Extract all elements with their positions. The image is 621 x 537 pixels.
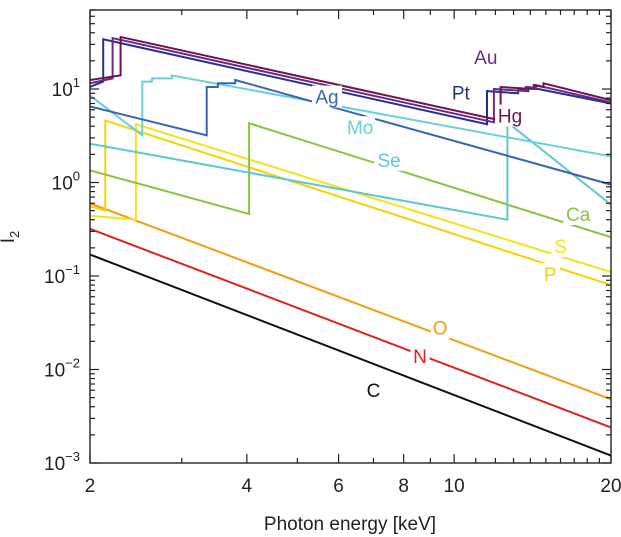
y-tick-label: 100: [52, 169, 80, 195]
y-tick-label: 10−1: [44, 262, 80, 288]
x-tick-label: 6: [333, 476, 344, 497]
series-label-mo: Mo: [347, 118, 373, 139]
series-label-bg-hg: [495, 104, 526, 127]
series-label-bg-se: [374, 148, 405, 171]
x-tick-label: 2: [85, 476, 96, 497]
x-axis-title: Photon energy [keV]: [264, 514, 436, 535]
svg-text:I2: I2: [0, 231, 22, 244]
series-label-bg-p: [540, 263, 560, 286]
y-axis-title-main: I: [0, 238, 19, 243]
series-label-n: N: [413, 347, 427, 368]
series-label-bg-ag: [311, 85, 342, 108]
series-label-bg-mo: [345, 116, 376, 139]
x-tick-label: 4: [242, 476, 253, 497]
x-tick-label: 10: [444, 476, 465, 497]
series-label-s: S: [554, 237, 567, 258]
series-line-c: [90, 253, 611, 457]
y-axis-title-subscript: 2: [7, 231, 22, 238]
series-line-mo: [90, 74, 611, 158]
series-label-bg-o: [430, 316, 450, 339]
y-tick-label: 101: [52, 75, 80, 101]
series-label-ca: Ca: [566, 205, 591, 226]
series-line-o: [90, 202, 611, 401]
y-tick-label: 10−2: [44, 356, 80, 382]
series-label-pt: Pt: [452, 83, 471, 104]
series-label-bg-n: [410, 344, 430, 367]
series-label-o: O: [433, 319, 448, 340]
x-tick-label: 8: [398, 476, 409, 497]
series-line-au: [90, 36, 611, 124]
series-line-hg: [90, 35, 611, 122]
series-layer: [90, 35, 611, 457]
series-label-p: P: [544, 265, 557, 286]
series-line-s: [90, 122, 611, 274]
plot-frame: [89, 9, 612, 464]
x-tick-label: 20: [600, 476, 621, 497]
y-tick-label: 10−3: [44, 449, 80, 475]
series-label-bg-pt: [445, 81, 476, 104]
y-axis-title: I2: [0, 231, 22, 244]
series-line-p: [90, 119, 611, 287]
series-line-ag: [90, 78, 611, 186]
series-line-ca: [90, 121, 611, 239]
series-label-bg-c: [363, 379, 383, 402]
series-line-se: [90, 120, 611, 221]
series-label-c: C: [367, 381, 381, 402]
series-label-se: Se: [377, 151, 400, 172]
series-label-ag: Ag: [315, 88, 338, 109]
series-label-au: Au: [474, 48, 497, 69]
series-line-n: [90, 227, 611, 429]
series-label-bg-ca: [563, 203, 594, 226]
series-label-bg-au: [470, 45, 501, 68]
series-label-bg-s: [551, 234, 571, 257]
series-label-hg: Hg: [498, 107, 522, 128]
axis-ticks: 2 4 6 8 10 20 10−3 10−2 10−1 100 101: [44, 9, 621, 497]
